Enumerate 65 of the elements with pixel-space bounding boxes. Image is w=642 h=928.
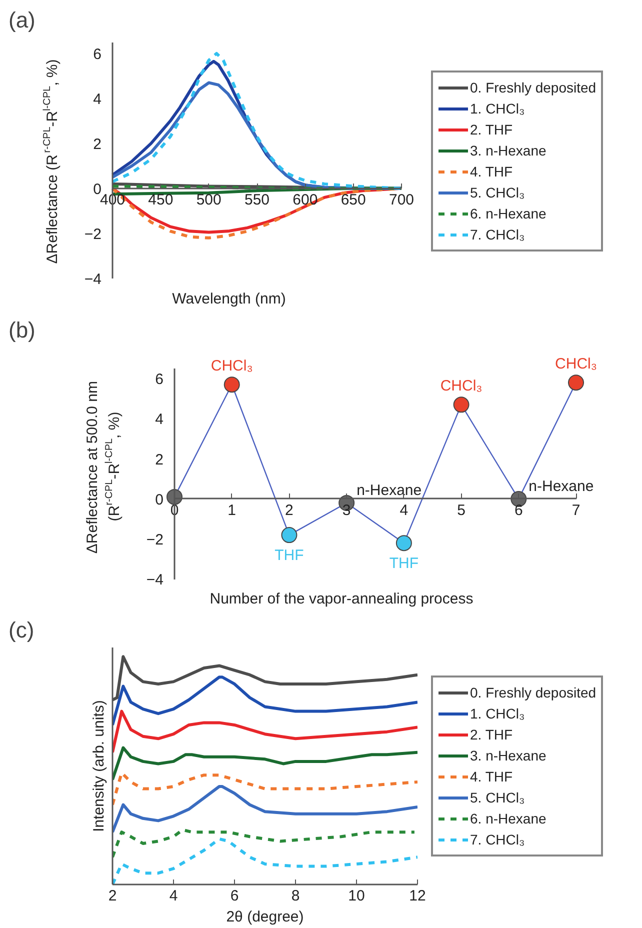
y-tick-label: 2 xyxy=(93,136,102,153)
legend-label: 7. CHCl₃ xyxy=(470,831,525,847)
annotation: THF xyxy=(389,555,419,572)
annotation: n-Hexane xyxy=(356,482,422,499)
legend-label: 3. n-Hexane xyxy=(470,142,546,158)
x-tick-label: 10 xyxy=(348,888,365,904)
x-tick-label: 2 xyxy=(285,502,294,519)
legend-label: 4. THF xyxy=(470,768,513,784)
x-tick-label: 6 xyxy=(514,502,523,519)
y-axis-title: ΔReflectance (Rr-CPL-Rl-CPL, %) xyxy=(42,59,61,264)
point xyxy=(396,535,412,552)
legend-label: 2. THF xyxy=(470,726,513,742)
y-tick-label: 2 xyxy=(155,451,164,468)
y-tick-label: −2 xyxy=(146,532,164,549)
y-axis-title: Intensity (arb. units) xyxy=(90,700,108,832)
point xyxy=(281,527,298,544)
x-tick-label: 2 xyxy=(108,888,117,904)
x-tick-label: 8 xyxy=(291,888,300,904)
x-tick-label: 650 xyxy=(340,191,366,208)
x-tick-label: 500 xyxy=(196,191,222,208)
legend-label: 0. Freshly deposited xyxy=(470,684,596,700)
chart-title: (b) xyxy=(8,318,36,342)
legend-label: 3. n-Hexane xyxy=(470,747,546,763)
x-tick-label: 12 xyxy=(409,888,426,904)
x-tick-label: 700 xyxy=(388,191,414,208)
x-tick-label: 6 xyxy=(230,888,239,904)
point xyxy=(453,396,470,413)
x-tick-label: 550 xyxy=(244,191,270,208)
point xyxy=(568,374,584,391)
point xyxy=(224,376,240,393)
x-tick-label: 4 xyxy=(169,888,178,904)
y-tick-label: 6 xyxy=(93,46,102,63)
legend-label: 1. CHCl₃ xyxy=(470,100,525,116)
legend-label: 2. THF xyxy=(470,122,513,138)
x-tick-label: 7 xyxy=(572,502,580,519)
x-tick-label: 1 xyxy=(228,502,236,519)
x-tick-label: 5 xyxy=(457,502,466,519)
annotation: n-Hexane xyxy=(528,478,594,495)
x-axis-title: Number of the vapor-annealing process xyxy=(210,590,474,608)
y-tick-label: 6 xyxy=(155,371,164,388)
legend-label: 6. n-Hexane xyxy=(470,810,546,826)
annotation: THF xyxy=(274,547,304,564)
legend-label: 1. CHCl₃ xyxy=(470,705,525,721)
x-axis-title: Wavelength (nm) xyxy=(172,290,286,308)
chart-title: (c) xyxy=(8,618,34,642)
y-tick-label: −4 xyxy=(146,572,164,589)
annotation: CHCl₃ xyxy=(210,358,253,375)
x-tick-label: 4 xyxy=(400,502,408,519)
x-tick-label: 450 xyxy=(148,191,174,208)
y-tick-label: 4 xyxy=(93,90,102,108)
x-tick-label: 600 xyxy=(292,191,318,208)
legend-label: 7. CHCl₃ xyxy=(470,226,525,242)
y-tick-label: 4 xyxy=(155,411,164,428)
x-tick-label: 3 xyxy=(342,502,351,519)
legend-label: 4. THF xyxy=(470,164,513,180)
annotation: CHCl₃ xyxy=(440,378,482,395)
y-tick-label: −4 xyxy=(84,270,102,288)
legend-label: 6. n-Hexane xyxy=(470,206,546,222)
x-axis-title: 2θ (degree) xyxy=(226,908,304,926)
chart-title: (a) xyxy=(8,8,36,32)
y-tick-label: −2 xyxy=(84,226,102,243)
legend-label: 5. CHCl₃ xyxy=(470,789,525,805)
annotation: CHCl₃ xyxy=(555,356,597,373)
legend-label: 5. CHCl₃ xyxy=(470,184,525,200)
legend-label: 0. Freshly deposited xyxy=(470,80,596,96)
